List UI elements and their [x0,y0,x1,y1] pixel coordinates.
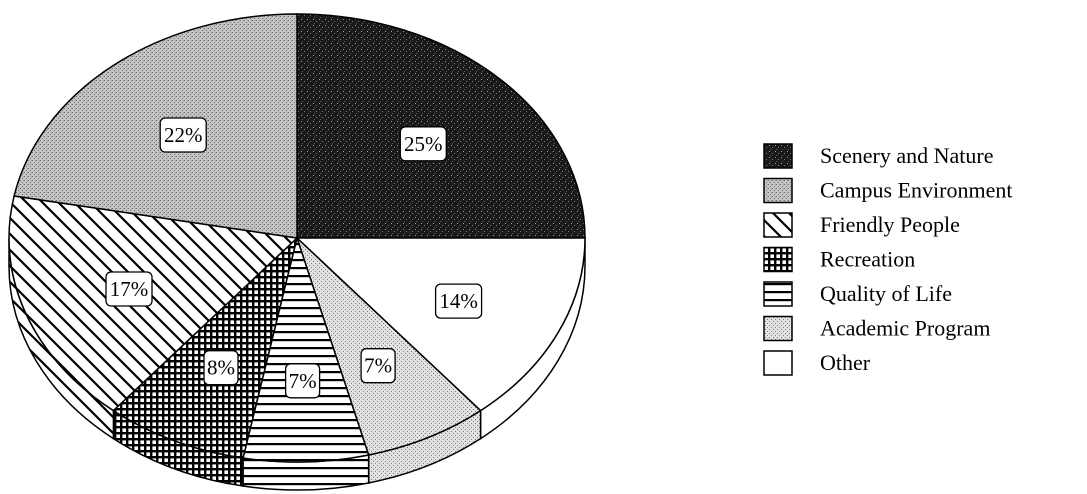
data-label-box-6 [159,117,207,153]
data-label-4: 8% [207,356,235,380]
legend-label-0: Scenery and Nature [820,143,993,168]
legend-label-4: Quality of Life [820,281,952,306]
legend-swatch-1 [763,177,793,204]
data-label-box-4 [203,350,239,386]
data-label-5: 17% [110,277,149,301]
legend-swatch-0 [763,143,793,169]
pie-slice-2 [296,237,482,456]
legend-swatch-2 [763,212,793,238]
legend-swatch-6 [763,350,793,376]
pie-data-labels: 25% 14% 7% 7% 8% 17% 22% [105,117,483,399]
legend-label-6: Other [820,350,871,375]
pie-slice-6 [13,13,298,239]
pie-sides [8,237,586,491]
data-label-box-5 [105,271,153,307]
pie-slice-1 [295,237,586,412]
data-label-1: 14% [439,289,478,313]
data-label-box-0 [399,126,447,162]
pie-slice-5 [8,195,299,412]
legend-label-5: Academic Program [820,316,990,341]
data-label-6: 22% [164,123,203,147]
data-label-2: 7% [364,354,392,378]
data-label-0: 25% [404,132,443,156]
legend-label-2: Friendly People [820,212,960,237]
data-label-box-1 [434,283,483,319]
legend: Scenery and Nature Campus Environment Frie… [763,143,1012,376]
pie-slice-3 [242,235,370,463]
legend-swatch-5 [763,315,793,342]
pie-slice-0 [296,13,586,239]
legend-swatch-4 [763,281,793,307]
data-label-box-3 [284,363,321,399]
pie-top [8,13,586,463]
data-label-box-2 [360,348,396,384]
legend-label-1: Campus Environment [820,178,1012,203]
data-label-3: 7% [289,369,317,393]
pie-slice-4 [112,235,299,459]
legend-swatch-3 [763,246,793,273]
legend-label-3: Recreation [820,247,915,272]
